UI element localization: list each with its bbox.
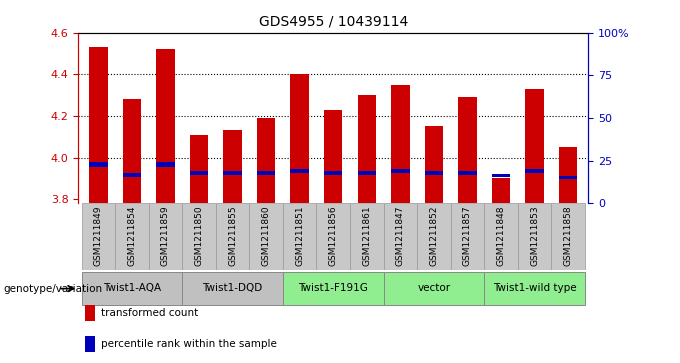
Text: GSM1211854: GSM1211854 — [127, 205, 137, 266]
Text: Twist1-AQA: Twist1-AQA — [103, 283, 161, 293]
Bar — [525, 89, 544, 203]
Bar — [122, 173, 141, 177]
Bar — [149, 203, 182, 270]
Bar — [283, 203, 316, 270]
Text: GSM1211860: GSM1211860 — [262, 205, 271, 266]
Bar — [458, 97, 477, 203]
Bar — [484, 272, 585, 305]
Text: Twist1-wild type: Twist1-wild type — [493, 283, 577, 293]
Bar — [525, 169, 544, 173]
Text: GSM1211850: GSM1211850 — [194, 205, 203, 266]
Text: vector: vector — [418, 283, 450, 293]
Text: GSM1211859: GSM1211859 — [161, 205, 170, 266]
Text: Twist1-DQD: Twist1-DQD — [203, 283, 262, 293]
Bar — [517, 203, 551, 270]
Bar — [290, 169, 309, 173]
Bar — [484, 203, 517, 270]
Text: Twist1-F191G: Twist1-F191G — [299, 283, 368, 293]
Bar — [290, 74, 309, 203]
Bar — [492, 178, 510, 203]
Bar — [89, 47, 107, 203]
Bar — [89, 162, 107, 167]
Bar — [358, 171, 376, 175]
Bar — [384, 272, 484, 305]
Bar — [216, 203, 250, 270]
Bar — [190, 135, 208, 203]
Text: GSM1211853: GSM1211853 — [530, 205, 539, 266]
Bar — [559, 147, 577, 203]
Text: transformed count: transformed count — [101, 308, 198, 318]
Text: GSM1211848: GSM1211848 — [496, 205, 505, 266]
Text: GSM1211852: GSM1211852 — [429, 205, 439, 266]
Bar — [283, 272, 384, 305]
Bar — [257, 118, 275, 203]
Bar — [115, 203, 149, 270]
Bar — [350, 203, 384, 270]
Text: GSM1211857: GSM1211857 — [463, 205, 472, 266]
Text: GSM1211849: GSM1211849 — [94, 205, 103, 266]
Text: GSM1211847: GSM1211847 — [396, 205, 405, 266]
Text: GSM1211861: GSM1211861 — [362, 205, 371, 266]
Bar — [223, 171, 242, 175]
Bar — [424, 126, 443, 203]
Bar — [358, 95, 376, 203]
Bar — [250, 203, 283, 270]
Bar — [391, 85, 409, 203]
Bar — [417, 203, 451, 270]
Bar — [182, 272, 283, 305]
Bar — [122, 99, 141, 203]
Bar — [257, 171, 275, 175]
Bar — [559, 176, 577, 179]
Bar — [190, 171, 208, 175]
Text: percentile rank within the sample: percentile rank within the sample — [101, 339, 277, 349]
Bar — [82, 272, 182, 305]
Bar — [451, 203, 484, 270]
Bar — [424, 171, 443, 175]
Bar — [156, 49, 175, 203]
Bar — [324, 110, 343, 203]
Bar — [324, 171, 343, 175]
Text: GSM1211851: GSM1211851 — [295, 205, 304, 266]
Bar — [223, 130, 242, 203]
Title: GDS4955 / 10439114: GDS4955 / 10439114 — [258, 15, 408, 29]
Text: genotype/variation: genotype/variation — [3, 284, 103, 294]
Text: GSM1211855: GSM1211855 — [228, 205, 237, 266]
Bar — [458, 171, 477, 175]
Text: GSM1211858: GSM1211858 — [564, 205, 573, 266]
Bar — [551, 203, 585, 270]
Bar — [384, 203, 417, 270]
Bar — [156, 162, 175, 167]
Bar — [316, 203, 350, 270]
Bar — [182, 203, 216, 270]
Bar — [82, 203, 115, 270]
Bar — [492, 174, 510, 177]
Text: GSM1211856: GSM1211856 — [328, 205, 338, 266]
Bar — [391, 169, 409, 173]
